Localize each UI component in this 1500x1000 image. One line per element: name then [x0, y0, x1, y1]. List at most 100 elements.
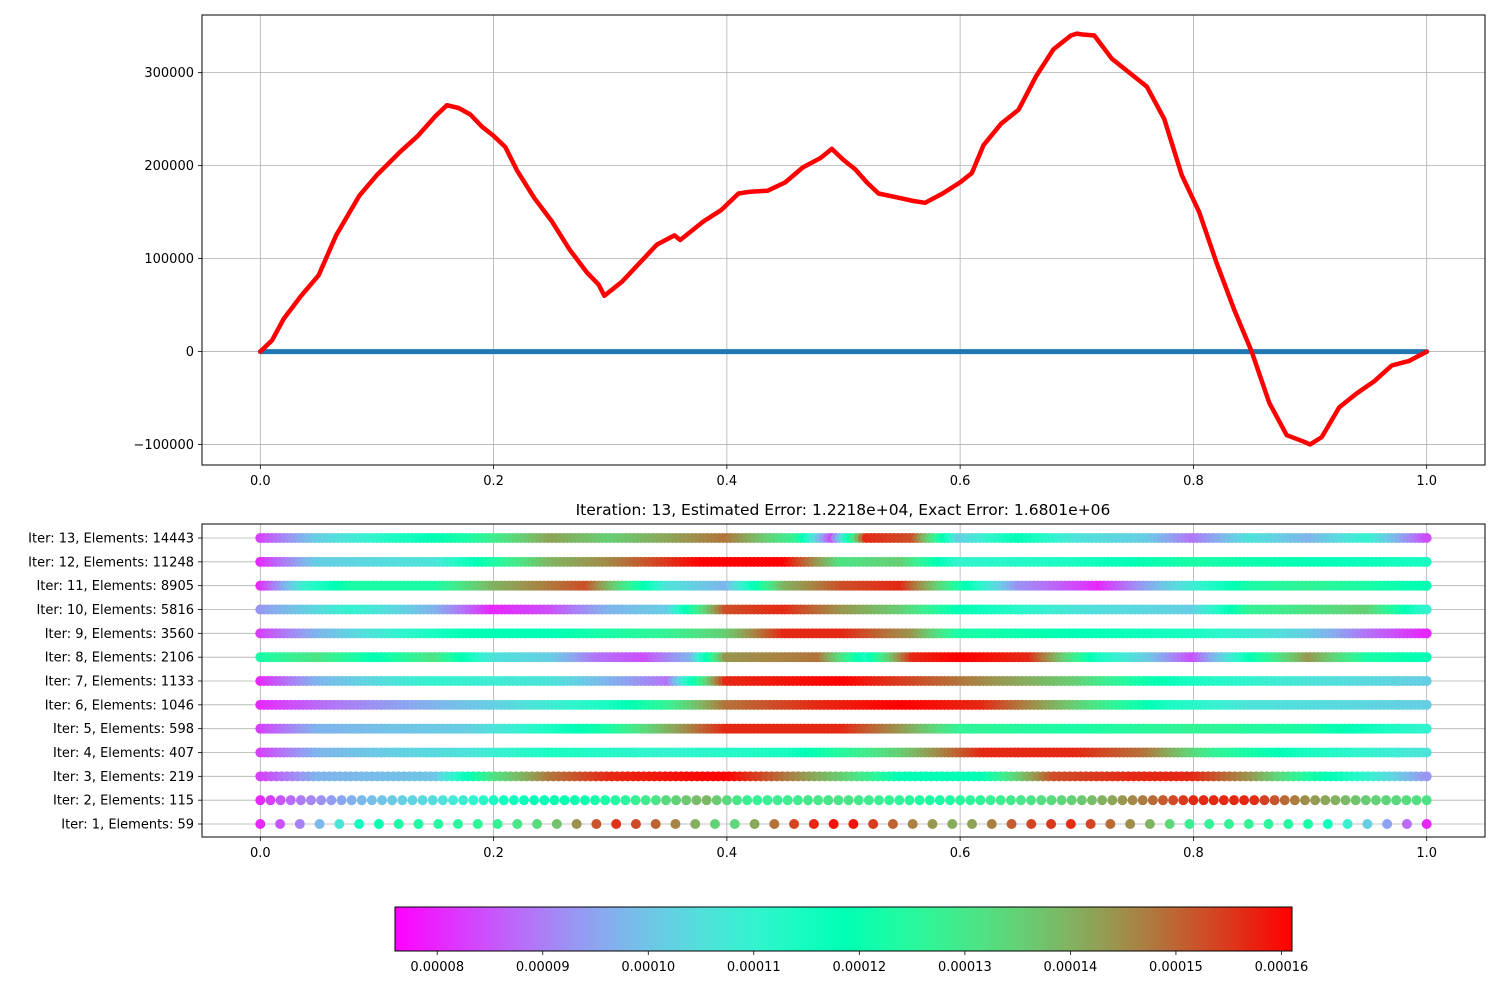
- mesh-node: [532, 819, 543, 829]
- mesh-node: [1125, 819, 1136, 829]
- mesh-node: [472, 819, 483, 829]
- mesh-node: [710, 819, 720, 829]
- mesh-node: [904, 795, 915, 806]
- mesh-node: [356, 795, 367, 806]
- mesh-node: [1421, 533, 1432, 543]
- mesh-node: [823, 795, 834, 806]
- mesh-node: [965, 795, 976, 806]
- mesh-node: [255, 795, 266, 806]
- mesh-node: [1263, 819, 1274, 829]
- mesh-node: [853, 795, 864, 806]
- mesh-node: [559, 795, 570, 806]
- mesh-node: [1204, 819, 1215, 829]
- mesh-node: [985, 795, 996, 806]
- mesh-row: [255, 747, 1432, 758]
- mesh-node: [1330, 795, 1341, 806]
- mesh-node: [671, 795, 682, 806]
- mesh-node: [640, 795, 651, 806]
- bottom-x-tick-label: 1.0: [1416, 846, 1437, 861]
- mesh-node: [661, 795, 672, 806]
- mesh-row: [255, 795, 1432, 806]
- mesh-node: [630, 819, 641, 829]
- mesh-node: [808, 819, 819, 829]
- mesh-node: [1005, 795, 1016, 806]
- top-x-tick-label: 0.0: [250, 474, 271, 489]
- mesh-node: [1279, 795, 1290, 806]
- mesh-node: [1362, 819, 1373, 829]
- mesh-node: [887, 819, 898, 829]
- mesh-node: [354, 819, 365, 829]
- mesh-node: [1065, 819, 1076, 829]
- mesh-node: [1036, 795, 1047, 806]
- top-y-tick-label: 300000: [144, 66, 194, 81]
- mesh-node: [366, 795, 377, 806]
- mesh-node: [868, 819, 879, 829]
- mesh-node: [1076, 795, 1087, 806]
- mesh-node: [1144, 819, 1155, 829]
- row-label: Iter: 2, Elements: 115: [53, 794, 194, 809]
- mesh-node: [874, 795, 884, 806]
- mesh-node: [1147, 795, 1158, 806]
- bottom-axes-frame: [201, 523, 1486, 838]
- mesh-node: [1168, 795, 1179, 806]
- mesh-node: [346, 795, 357, 806]
- mesh-node: [1066, 795, 1077, 806]
- mesh-row: [255, 533, 1432, 543]
- mesh-node: [1421, 628, 1432, 639]
- mesh-node: [1249, 795, 1260, 806]
- mesh-node: [1184, 819, 1195, 829]
- bottom-x-tick-label: 0.4: [717, 846, 738, 861]
- bottom-x-tick-label: 0.2: [483, 846, 504, 861]
- mesh-row: [255, 628, 1432, 639]
- mesh-node: [397, 795, 408, 806]
- mesh-node: [620, 795, 631, 806]
- mesh-node: [1015, 795, 1026, 806]
- colorbar-tick-label: 0.00013: [938, 960, 992, 975]
- mesh-row: [255, 556, 1432, 567]
- colorbar-tick-label: 0.00011: [727, 960, 781, 975]
- mesh-node: [407, 795, 418, 806]
- mesh-node: [1303, 819, 1314, 829]
- mesh-node: [1421, 556, 1432, 567]
- mesh-node: [275, 819, 286, 829]
- mesh-row: [255, 819, 1432, 829]
- mesh-node: [579, 795, 590, 806]
- mesh-node: [1283, 819, 1294, 829]
- mesh-node: [1421, 604, 1432, 615]
- mesh-node: [1360, 795, 1371, 806]
- red-series-line: [258, 31, 1429, 447]
- mesh-node: [650, 795, 661, 806]
- mesh-node: [468, 795, 479, 806]
- mesh-node: [1340, 795, 1351, 806]
- mesh-node: [1026, 819, 1037, 829]
- mesh-node: [813, 795, 824, 806]
- mesh-node: [1421, 580, 1432, 591]
- colorbar-gradient: [394, 906, 1293, 952]
- mesh-node: [1421, 699, 1432, 710]
- mesh-node: [326, 795, 337, 806]
- mesh-node: [1164, 819, 1175, 829]
- scatter-title: Iteration: 13, Estimated Error: 1.2218e+…: [576, 501, 1111, 519]
- mesh-node: [417, 795, 428, 806]
- mesh-node: [691, 795, 702, 806]
- mesh-node: [458, 795, 469, 806]
- mesh-node: [934, 795, 945, 806]
- mesh-node: [782, 795, 793, 806]
- row-label: Iter: 12, Elements: 11248: [28, 555, 194, 570]
- bottom-x-tick-label: 0.8: [1183, 846, 1204, 861]
- mesh-node: [884, 795, 895, 806]
- mesh-node: [285, 795, 296, 806]
- mesh-node: [1421, 771, 1432, 782]
- mesh-node: [721, 795, 732, 806]
- mesh-node: [1046, 795, 1057, 806]
- row-label: Iter: 7, Elements: 1133: [45, 675, 194, 690]
- mesh-node: [1105, 819, 1116, 829]
- bottom-tick-labels: 0.0 0.2 0.4 0.6 0.8 1.0 Iter: 13, Elements: 14…: [28, 532, 1437, 862]
- mesh-node: [650, 819, 661, 829]
- mesh-node: [1117, 795, 1128, 806]
- mesh-node: [1243, 819, 1254, 829]
- mesh-node: [944, 795, 955, 806]
- mesh-node: [413, 819, 424, 829]
- mesh-node: [1259, 795, 1270, 806]
- mesh-node: [1223, 819, 1234, 829]
